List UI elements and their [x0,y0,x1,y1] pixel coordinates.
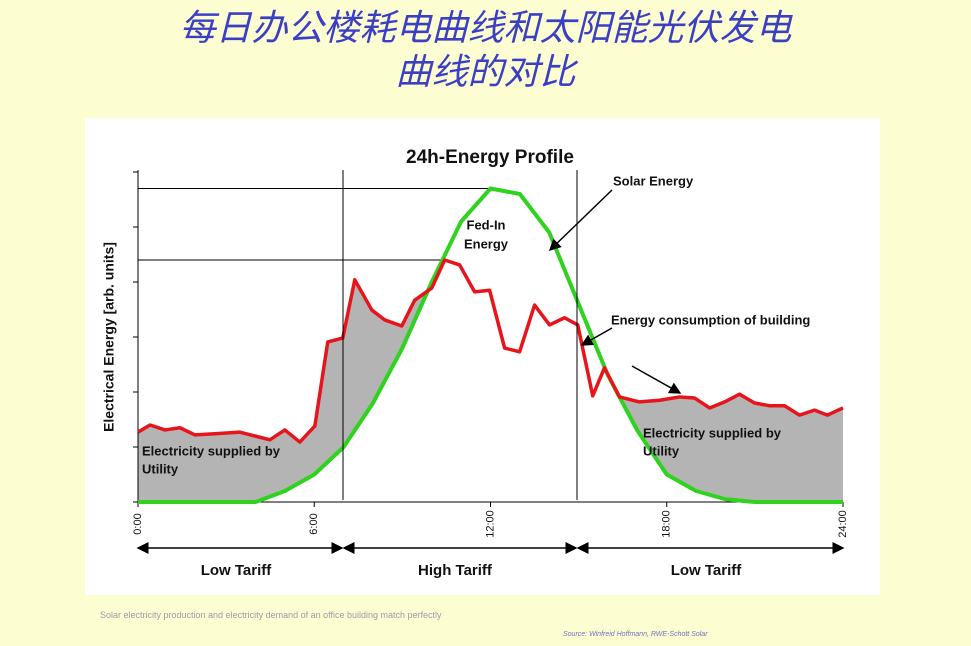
annotation: Utility [142,461,179,476]
annotation-arrow [631,365,682,394]
x-tick-label: 18:00 [661,510,673,538]
legend-label: Energy consumption of building [611,312,810,327]
annotation: Energy [464,236,509,251]
slide-title: 曲线的对比 [395,51,576,92]
chart-title: 24h-Energy Profile [406,147,574,168]
footnote: Solar electricity production and electri… [100,610,442,620]
tariff-label: High Tariff [418,562,493,579]
slide-title: 每日办公楼耗电曲线和太阳能光伏发电 [179,7,792,48]
tariff-label: Low Tariff [201,562,273,579]
annotation: Electricity supplied by [643,425,782,440]
source-note: Source: Winfreid Hoffmann, RWE-Schott So… [563,631,708,638]
series-line [138,186,843,504]
series-line [137,258,844,444]
annotation-arrow [580,327,613,346]
y-axis-label: Electrical Energy [arb. units] [101,242,117,432]
annotation-arrow [548,189,613,252]
x-tick-label: 12:00 [484,510,496,538]
x-tick-label: 6:00 [308,513,320,534]
annotation: Fed-In [467,217,506,232]
annotation: Utility [643,443,680,458]
chart: 0:00 6:00 12:00 18:00 24:00 24h-Energy Profi… [85,118,880,595]
annotation: Electricity supplied by [142,443,281,458]
solar-area-mask [138,188,843,502]
legend-label: Solar Energy [613,173,694,188]
tariff-label: Low Tariff [671,562,743,579]
x-tick-label: 24:00 [837,510,849,538]
x-tick-label: 0:00 [132,513,144,534]
